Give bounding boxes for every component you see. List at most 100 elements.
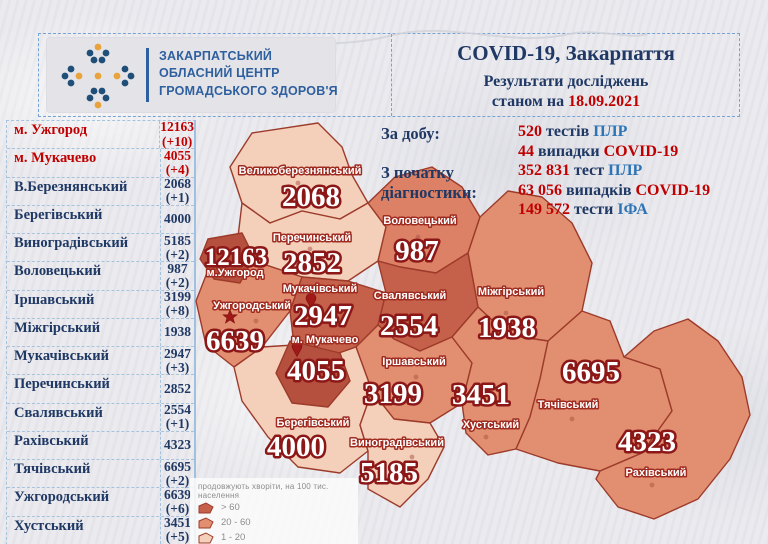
map-label: Перечинський xyxy=(273,232,351,244)
district-name: Свалявський xyxy=(7,403,161,431)
map-case-count: 4000 xyxy=(267,431,325,463)
map-case-count: 2852 xyxy=(283,247,341,279)
district-total: 4000 xyxy=(164,211,191,227)
map-case-count: 3199 xyxy=(364,378,422,410)
daily-label: За добу: xyxy=(381,124,440,143)
table-row: Берегівський 4000 xyxy=(7,205,194,235)
map-district-rakhivskyi xyxy=(595,318,751,520)
table-row: Воловецький 987 (+2) xyxy=(7,260,194,291)
district-name: Берегівський xyxy=(7,205,161,234)
legend-item: > 60 xyxy=(198,500,350,515)
map-case-count: 6695 xyxy=(562,356,620,388)
stat-number: 149 572 xyxy=(518,201,570,218)
district-total: 987 xyxy=(167,260,188,276)
map-district-mukachevo-city xyxy=(275,340,351,408)
town-dot xyxy=(253,318,259,324)
page-title: COVID-19, Закарпаття xyxy=(457,41,675,65)
district-name: Міжгірський xyxy=(7,318,161,347)
map-case-count: 4055 xyxy=(287,355,345,387)
map-label: Виноградівський xyxy=(350,437,444,449)
table-row: Тячівський 6695 (+2) xyxy=(7,458,194,489)
district-total: 4323 xyxy=(164,437,191,453)
table-row: Мукачівський 2947 (+3) xyxy=(7,346,194,376)
legend-range: > 60 xyxy=(221,502,240,513)
district-total: 6639 xyxy=(164,486,191,502)
map-label: Берегівський xyxy=(277,417,350,429)
district-name: м. Мукачево xyxy=(7,149,161,177)
town-dot xyxy=(649,482,655,488)
total-label-line1: З початку xyxy=(381,163,454,183)
report-date: 18.09.2021 xyxy=(568,92,641,110)
town-dot xyxy=(503,310,509,316)
table-row: Рахівський 4323 xyxy=(7,431,194,461)
stat-text: випадки xyxy=(538,142,600,160)
district-delta: (+10) xyxy=(162,133,193,149)
map-district-vynohradivskyi xyxy=(359,390,445,508)
subtitle-line2: станом на 18.09.2021 xyxy=(392,92,740,112)
district-delta: (+1) xyxy=(165,416,190,432)
org-logo-panel: ЗАКАРПАТСЬКИЙ ОБЛАСНИЙ ЦЕНТР ГРОМАДСЬКОГ… xyxy=(46,37,338,113)
district-name: Іршавський xyxy=(7,290,161,318)
district-delta: (+6) xyxy=(165,501,190,517)
table-row: Хустський 3451 (+5) xyxy=(7,515,194,544)
legend-title: продовжують хворіти, на 100 тис. населен… xyxy=(198,482,329,500)
map-case-count: 4323 xyxy=(618,426,676,458)
table-row: Виноградівський 5185 (+2) xyxy=(7,233,194,263)
district-name: Виноградівський xyxy=(7,234,161,262)
map-label: Воловецький xyxy=(383,215,456,227)
org-name-line3: ГРОМАДСЬКОГО ЗДОРОВ'Я xyxy=(159,83,338,98)
map-case-count: 3451 xyxy=(452,379,510,411)
stat-text: тести xyxy=(574,201,614,218)
map-label: м.Ужгород xyxy=(206,267,263,279)
stat-number: 44 xyxy=(518,142,534,160)
stat-line: 149 572 тести ІФА xyxy=(518,200,763,220)
town-dot xyxy=(409,454,415,460)
map-case-count: 12163 xyxy=(205,244,268,271)
map-label: Рахівський xyxy=(626,467,687,479)
map-legend: продовжують хворіти, на 100 тис. населен… xyxy=(190,478,358,544)
map-label: Ужгородський xyxy=(213,300,291,312)
district-total: 3451 xyxy=(164,515,191,531)
map-label: м. Мукачево xyxy=(292,334,359,346)
stat-tail: ІФА xyxy=(617,201,648,218)
subtitle-prefix: станом на xyxy=(491,92,569,110)
city-marker-pin xyxy=(305,293,317,310)
stat-number: 63 056 xyxy=(518,181,562,199)
stat-tail: ПЛР xyxy=(608,162,643,179)
district-delta: (+2) xyxy=(165,246,190,262)
map-case-count: 5185 xyxy=(360,457,418,489)
stats-values: 520 тестів ПЛР 44 випадки COVID-19 352 8… xyxy=(518,122,763,220)
table-row: м. Ужгород 12163 (+10) xyxy=(7,120,194,150)
legend-range: 1 - 20 xyxy=(221,532,246,543)
district-total: 3199 xyxy=(164,289,191,305)
map-case-count: 2068 xyxy=(282,181,340,213)
total-label-line2: діагностики: xyxy=(381,182,477,202)
map-label: Тячівський xyxy=(538,399,599,411)
stat-line: 44 випадки COVID-19 xyxy=(518,142,763,162)
header: ЗАКАРПАТСЬКИЙ ОБЛАСНИЙ ЦЕНТР ГРОМАДСЬКОГ… xyxy=(38,29,740,117)
region-map: Великоберезнянський Перечинський Воловец… xyxy=(190,115,768,544)
map-label: Мукачівський xyxy=(283,283,357,295)
map-case-count: 987 xyxy=(395,235,439,267)
district-name: В.Березнянський xyxy=(7,177,161,205)
district-delta: (+4) xyxy=(165,161,190,177)
town-dot xyxy=(315,434,321,440)
district-delta: (+3) xyxy=(165,359,190,375)
district-total: 2068 xyxy=(164,176,191,191)
district-name: Тячівський xyxy=(7,460,161,488)
district-total: 6695 xyxy=(164,458,191,474)
table-row: Перечинський 2852 xyxy=(7,375,194,404)
district-name: Мукачівський xyxy=(7,347,161,375)
stat-line: 520 тестів ПЛР xyxy=(518,122,763,142)
district-delta: (+1) xyxy=(165,190,190,206)
legend-swatch-low xyxy=(198,531,214,543)
stat-number: 352 831 xyxy=(518,162,570,179)
district-total: 1938 xyxy=(164,324,191,340)
district-name: Рахівський xyxy=(7,431,161,460)
town-dot xyxy=(295,180,301,186)
stats-labels: За добу: З початку діагностики: xyxy=(381,124,516,202)
town-dot xyxy=(413,374,419,380)
district-delta: (+5) xyxy=(165,529,190,544)
city-marker-pin xyxy=(291,341,303,358)
